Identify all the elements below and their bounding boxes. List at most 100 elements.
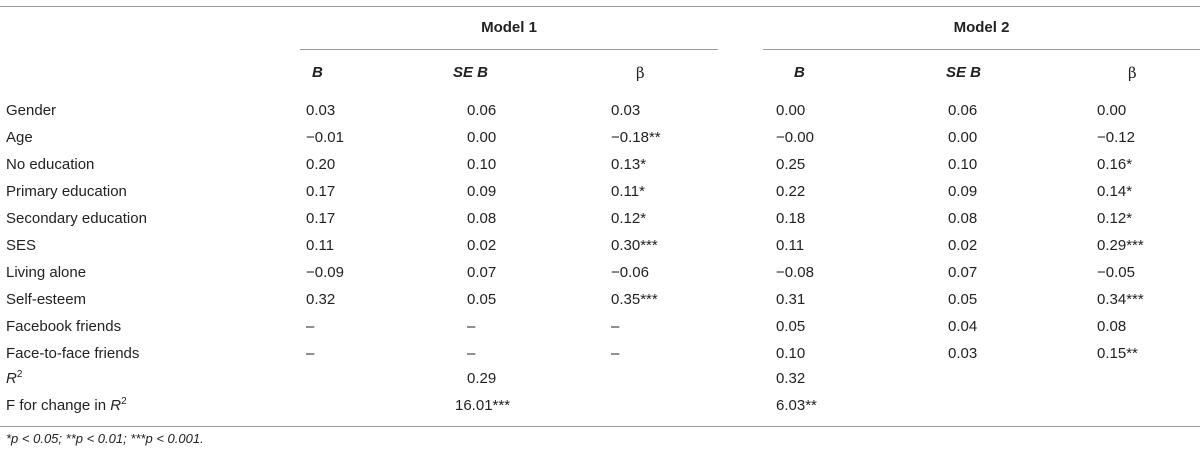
- cell-m2-se-b: 0.08: [948, 210, 978, 227]
- cell-m2-se-b: 0.09: [948, 183, 978, 200]
- f-change-prefix: F for change in: [6, 397, 111, 414]
- table-row: Secondary education 0.17 0.08 0.12* 0.18 0.08…: [0, 207, 1200, 234]
- cell-m1-beta: –: [611, 345, 620, 362]
- cell-m1-b: 0.20: [306, 156, 336, 173]
- cell-m1-beta: 0.11*: [611, 183, 645, 200]
- cell-m2-beta: 0.15**: [1097, 345, 1138, 362]
- cell-m1-b: −0.09: [306, 264, 344, 281]
- row-label: Facebook friends: [6, 318, 122, 335]
- m2-col-b-header: B: [794, 64, 805, 81]
- row-label: Gender: [6, 102, 57, 119]
- row-label: No education: [6, 156, 95, 173]
- cell-m1-b: 0.17: [306, 183, 336, 200]
- cell-m1-se-b: 0.05: [467, 291, 497, 308]
- f-change-model-1: 16.01***: [455, 397, 511, 414]
- table-row: Primary education 0.17 0.09 0.11* 0.22 0.09 0.…: [0, 180, 1200, 207]
- cell-m2-se-b: 0.00: [948, 129, 978, 146]
- cell-m2-b: 0.10: [776, 345, 806, 362]
- f-change-label: F for change in R2: [6, 396, 127, 414]
- m1-col-b-header: B: [312, 64, 323, 81]
- cell-m2-beta: 0.29***: [1097, 237, 1144, 254]
- cell-m1-se-b: 0.00: [467, 129, 497, 146]
- m2-col-beta-header: β: [1128, 64, 1137, 82]
- table-row: Gender 0.03 0.06 0.03 0.00 0.06 0.00: [0, 99, 1200, 126]
- cell-m2-b: 0.05: [776, 318, 806, 335]
- cell-m2-se-b: 0.04: [948, 318, 978, 335]
- r-squared-row: R2 0.29 0.32: [0, 367, 1200, 394]
- cell-m2-beta: 0.12*: [1097, 210, 1133, 227]
- cell-m1-beta: 0.35***: [611, 291, 658, 308]
- cell-m2-b: 0.22: [776, 183, 806, 200]
- cell-m1-beta: −0.18**: [611, 129, 661, 146]
- cell-m1-beta: −0.06: [611, 264, 649, 281]
- m1-col-beta-header: β: [636, 64, 645, 82]
- cell-m1-se-b: 0.09: [467, 183, 497, 200]
- row-label: Secondary education: [6, 210, 147, 227]
- cell-m2-se-b: 0.05: [948, 291, 978, 308]
- row-label: Living alone: [6, 264, 87, 281]
- cell-m2-se-b: 0.07: [948, 264, 978, 281]
- cell-m1-se-b: 0.02: [467, 237, 497, 254]
- r-squared-model-1: 0.29: [467, 370, 497, 387]
- cell-m2-beta: −0.12: [1097, 129, 1135, 146]
- cell-m1-b: 0.17: [306, 210, 336, 227]
- row-label: Primary education: [6, 183, 127, 200]
- cell-m2-beta: 0.00: [1097, 102, 1127, 119]
- row-label: Age: [6, 129, 33, 146]
- m1-col-seb-header: SE B: [453, 64, 489, 81]
- cell-m2-beta: −0.05: [1097, 264, 1135, 281]
- cell-m2-se-b: 0.06: [948, 102, 978, 119]
- cell-m1-beta: 0.03: [611, 102, 641, 119]
- f-change-row: F for change in R2 16.01*** 6.03**: [0, 394, 1200, 421]
- cell-m2-beta: 0.34***: [1097, 291, 1144, 308]
- cell-m2-b: 0.25: [776, 156, 806, 173]
- cell-m1-beta: 0.12*: [611, 210, 647, 227]
- cell-m1-b: 0.03: [306, 102, 336, 119]
- cell-m1-b: −0.01: [306, 129, 344, 146]
- cell-m1-b: –: [306, 318, 315, 335]
- table-row: Living alone −0.09 0.07 −0.06 −0.08 0.07 −0.05: [0, 261, 1200, 288]
- r-squared-label: R2: [6, 369, 23, 387]
- cell-m1-b: –: [306, 345, 315, 362]
- table-row: No education 0.20 0.10 0.13* 0.25 0.10 0.16*: [0, 153, 1200, 180]
- cell-m2-se-b: 0.03: [948, 345, 978, 362]
- cell-m1-b: 0.11: [306, 237, 335, 254]
- cell-m1-se-b: –: [467, 345, 476, 362]
- cell-m2-b: 0.11: [776, 237, 805, 254]
- m2-col-seb-header: SE B: [946, 64, 982, 81]
- table-row: Self-esteem 0.32 0.05 0.35*** 0.31 0.05 0.34**…: [0, 288, 1200, 315]
- cell-m2-b: 0.31: [776, 291, 806, 308]
- model-1-title: Model 1: [481, 19, 537, 36]
- table-bottom-rule: [0, 426, 1200, 427]
- r-squared-model-2: 0.32: [776, 370, 806, 387]
- cell-m1-beta: –: [611, 318, 620, 335]
- cell-m1-se-b: 0.10: [467, 156, 497, 173]
- r-squared-exponent: 2: [16, 369, 23, 380]
- cell-m1-beta: 0.30***: [611, 237, 658, 254]
- cell-m1-se-b: 0.08: [467, 210, 497, 227]
- cell-m2-b: 0.18: [776, 210, 806, 227]
- model-1-underline: [300, 49, 718, 50]
- cell-m2-se-b: 0.10: [948, 156, 978, 173]
- model-2-underline: [763, 49, 1200, 50]
- cell-m2-beta: 0.08: [1097, 318, 1127, 335]
- table-row: Age −0.01 0.00 −0.18** −0.00 0.00 −0.12: [0, 126, 1200, 153]
- cell-m2-se-b: 0.02: [948, 237, 978, 254]
- row-label: SES: [6, 237, 37, 254]
- cell-m2-b: 0.00: [776, 102, 806, 119]
- cell-m2-beta: 0.16*: [1097, 156, 1133, 173]
- cell-m1-se-b: 0.07: [467, 264, 497, 281]
- significance-footnote: *p < 0.05; **p < 0.01; ***p < 0.001.: [6, 431, 204, 446]
- f-change-exponent: 2: [121, 396, 127, 407]
- cell-m1-se-b: 0.06: [467, 102, 497, 119]
- model-2-title: Model 2: [953, 19, 1010, 36]
- cell-m1-se-b: –: [467, 318, 476, 335]
- cell-m2-b: −0.08: [776, 264, 814, 281]
- cell-m1-b: 0.32: [306, 291, 336, 308]
- cell-m2-beta: 0.14*: [1097, 183, 1133, 200]
- table-row: Facebook friends – – – 0.05 0.04 0.08: [0, 315, 1200, 342]
- f-change-r-symbol: R: [110, 397, 122, 414]
- row-label: Self-esteem: [6, 291, 87, 308]
- row-label: Face-to-face friends: [6, 345, 140, 362]
